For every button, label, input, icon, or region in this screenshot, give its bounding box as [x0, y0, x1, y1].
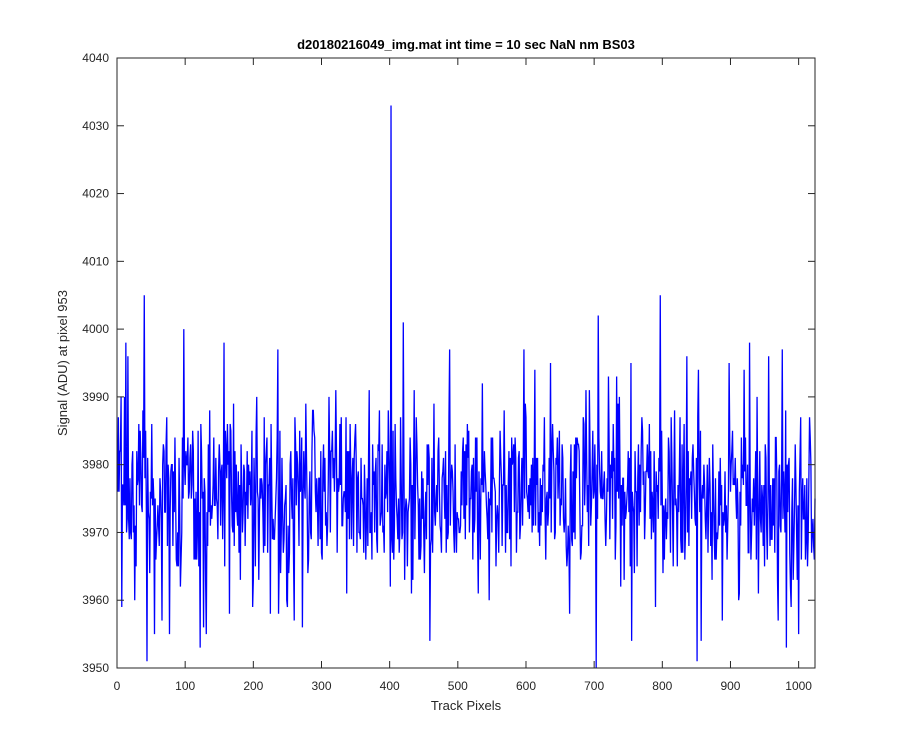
x-tick-label: 600 [516, 679, 536, 693]
y-tick-label: 3980 [82, 458, 109, 472]
y-tick-label: 3970 [82, 525, 109, 539]
x-tick-label: 700 [584, 679, 604, 693]
x-tick-label: 400 [380, 679, 400, 693]
y-tick-label: 4020 [82, 187, 109, 201]
chart-title: d20180216049_img.mat int time = 10 sec N… [297, 37, 635, 52]
x-tick-label: 500 [448, 679, 468, 693]
x-axis-label: Track Pixels [431, 698, 502, 713]
y-tick-label: 4040 [82, 51, 109, 65]
x-tick-label: 300 [311, 679, 331, 693]
x-tick-label: 800 [652, 679, 672, 693]
y-tick-label: 4000 [82, 322, 109, 336]
x-tick-label: 1000 [785, 679, 812, 693]
y-axis-ticks: 3950 3960 3970 3980 3990 4000 4010 4020 4030 4040 [82, 51, 815, 675]
y-axis-label: Signal (ADU) at pixel 953 [55, 290, 70, 436]
x-tick-label: 0 [114, 679, 121, 693]
y-tick-label: 3950 [82, 661, 109, 675]
x-tick-label: 900 [720, 679, 740, 693]
x-tick-label: 200 [243, 679, 263, 693]
y-tick-label: 3960 [82, 593, 109, 607]
y-tick-label: 3990 [82, 390, 109, 404]
x-tick-label: 100 [175, 679, 195, 693]
plot-area [117, 58, 815, 668]
x-axis-ticks: 0 100 200 300 400 500 600 700 800 900 1000 [114, 58, 812, 693]
signal-series-line [117, 105, 816, 669]
axes-box [116, 57, 816, 669]
y-tick-label: 4030 [82, 119, 109, 133]
y-tick-label: 4010 [82, 254, 109, 268]
series-layer [117, 105, 816, 669]
